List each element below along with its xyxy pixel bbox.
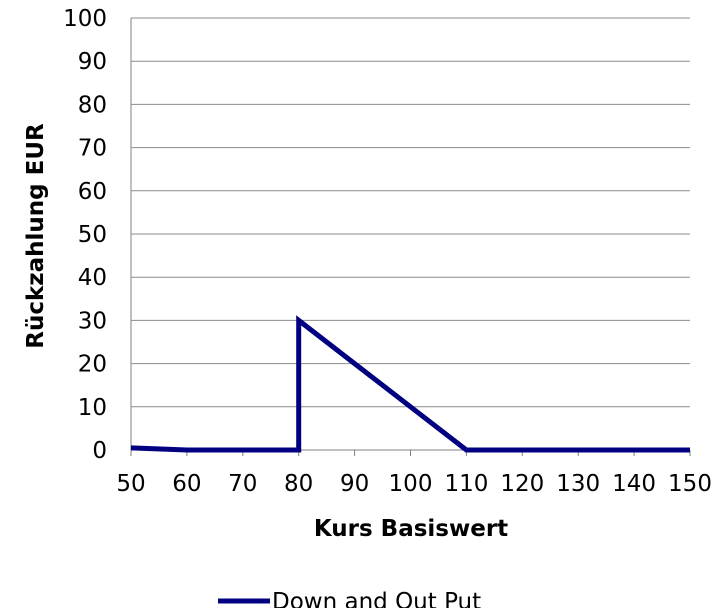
x-tick-label: 100	[389, 471, 433, 497]
x-tick-label: 90	[340, 471, 369, 497]
y-tick-label: 0	[92, 438, 107, 464]
x-tick-label: 60	[172, 471, 201, 497]
x-tick-label: 140	[612, 471, 656, 497]
y-tick-label: 40	[78, 265, 107, 291]
y-tick-label: 90	[78, 49, 107, 75]
y-tick-label: 10	[78, 395, 107, 421]
y-tick-label: 20	[78, 352, 107, 378]
y-axis-title: Rückzahlung EUR	[23, 123, 49, 349]
legend: Down and Out Put	[218, 589, 481, 608]
x-tick-label: 130	[556, 471, 600, 497]
x-tick-label: 70	[228, 471, 257, 497]
y-tick-label: 70	[78, 136, 107, 162]
x-tick-label: 120	[500, 471, 544, 497]
y-tick-label: 50	[78, 222, 107, 248]
y-tick-label: 30	[78, 308, 107, 334]
y-tick-label: 80	[78, 92, 107, 118]
legend-label: Down and Out Put	[272, 589, 481, 608]
x-tick-label: 50	[116, 471, 145, 497]
x-tick-labels: 50 60 70 80 90 100 110 120 130 140 150	[116, 471, 712, 497]
gridlines	[130, 17, 691, 456]
x-tick-label: 80	[284, 471, 313, 497]
x-tick-label: 110	[444, 471, 488, 497]
y-tick-label: 100	[63, 6, 107, 32]
series-layer	[130, 315, 690, 453]
y-tick-label: 60	[78, 179, 107, 205]
x-tick-label: 150	[668, 471, 712, 497]
series-line-0	[130, 315, 690, 453]
y-tick-labels: 0 10 20 30 40 50 60 70 80 90 100	[63, 6, 107, 464]
x-axis-title: Kurs Basiswert	[314, 516, 508, 542]
